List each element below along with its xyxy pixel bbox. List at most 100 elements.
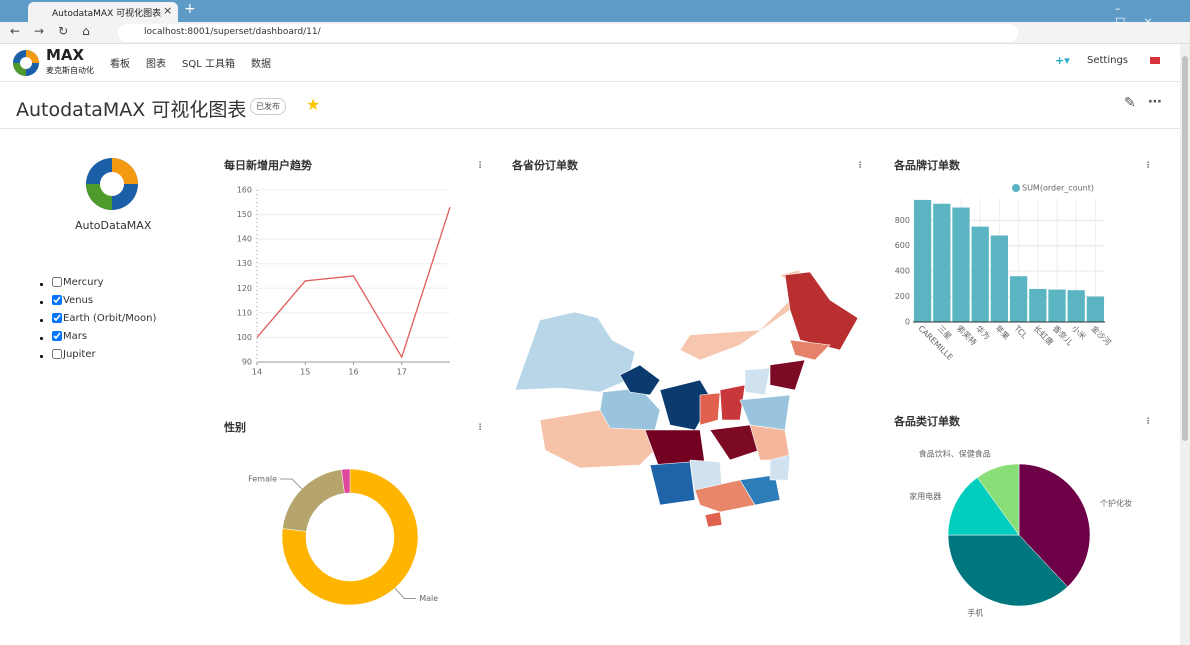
checklist-item: Mercury <box>52 273 156 291</box>
slice <box>341 468 351 494</box>
y-tick-label: 140 <box>237 235 252 244</box>
slice <box>1018 463 1091 588</box>
checklist-item: Venus <box>52 291 156 309</box>
y-tick-label: 110 <box>237 308 252 317</box>
menu-item[interactable]: SQL 工具箱 <box>182 59 235 70</box>
slice-label: 食品饮料、保健食品 <box>919 449 991 459</box>
slice-label: 个护化妆 <box>1100 498 1132 508</box>
dashboard-title: AutodataMAX 可视化图表 <box>16 99 247 121</box>
x-tick-label: 香奈儿 <box>1051 323 1075 347</box>
chart-menu[interactable]: ⋮ <box>1144 417 1152 426</box>
y-tick-label: 600 <box>895 241 910 250</box>
logo-mark: MAX <box>46 46 85 64</box>
map-shapes <box>514 269 859 528</box>
slice <box>976 463 1020 536</box>
slice-label: Female <box>248 475 277 484</box>
checklist-label: Mercury <box>63 276 104 288</box>
chart-menu[interactable]: ⋮ <box>476 161 484 170</box>
x-tick-label: 长虹唐 <box>1032 323 1056 347</box>
x-tick-label: 17 <box>397 368 407 377</box>
chart-title: 性别 <box>224 420 246 434</box>
chart-title: 每日新增用户趋势 <box>224 158 312 172</box>
tab[interactable]: AutodataMAX 可视化图表 × <box>28 2 178 22</box>
checkbox[interactable] <box>52 349 62 359</box>
bar <box>952 207 970 322</box>
url: localhost:8001/superset/dashboard/11/ <box>144 27 321 37</box>
address-bar[interactable]: localhost:8001/superset/dashboard/11/ <box>118 24 1018 42</box>
widget-logo-label: AutoDataMAX <box>75 219 152 232</box>
slice <box>947 534 1068 607</box>
checklist-label: Mars <box>63 330 88 342</box>
y-tick-label: 200 <box>895 292 910 301</box>
line <box>256 207 451 359</box>
checkbox[interactable] <box>52 331 62 341</box>
y-tick-label: 120 <box>237 284 252 293</box>
chart-title: 各品牌订单数 <box>893 158 961 172</box>
nav-bar: MAX 麦克斯自动化 看板 图表 SQL 工具箱 数据 +▾ Settings <box>0 44 1180 82</box>
chart-menu[interactable]: ⋮ <box>476 423 484 432</box>
x-tick-label: 16 <box>348 368 358 377</box>
legend-marker <box>1012 184 1020 192</box>
address-row: ←→↻⌂ localhost:8001/superset/dashboard/1… <box>0 22 1190 44</box>
x-tick-label: 索芙特 <box>955 323 979 347</box>
y-tick-label: 160 <box>237 186 252 195</box>
checklist-label: Venus <box>63 294 94 306</box>
x-tick-label: TCL <box>1012 323 1030 341</box>
nav-logo-icon <box>13 50 39 76</box>
settings[interactable]: Settings <box>1087 55 1129 66</box>
menu-item[interactable]: 数据 <box>250 59 271 70</box>
y-tick-label: 90 <box>242 358 252 367</box>
x-tick-label: 15 <box>300 368 310 377</box>
chart-title: 各品类订单数 <box>893 414 961 428</box>
chart-title: 各省份订单数 <box>511 158 579 172</box>
menu-item[interactable]: 看板 <box>110 59 130 70</box>
checkbox[interactable] <box>52 313 62 323</box>
favorite-star[interactable]: ★ <box>306 95 321 114</box>
status-badge: 已发布 <box>250 98 286 115</box>
chart-menu[interactable]: ⋮ <box>1144 161 1152 170</box>
slice <box>281 468 419 606</box>
slice-label: 家用电器 <box>909 491 941 501</box>
chart-menu[interactable]: ⋮ <box>856 161 864 170</box>
checkbox[interactable] <box>52 277 62 287</box>
slice-label: Male <box>419 594 438 603</box>
widget-logo <box>86 158 138 210</box>
y-tick-label: 100 <box>237 333 252 342</box>
legend-label: SUM(order_count) <box>1022 184 1094 193</box>
x-tick-label: 金沙河 <box>1089 323 1113 347</box>
menu-item[interactable]: 图表 <box>146 59 166 70</box>
y-tick-label: 400 <box>895 267 910 276</box>
menu: 看板 图表 SQL 工具箱 数据 <box>110 55 271 70</box>
leader-line <box>394 587 417 600</box>
bar <box>971 226 989 322</box>
x-tick-label: 14 <box>252 368 262 377</box>
y-tick-label: 800 <box>895 216 910 225</box>
tab-title: AutodataMAX 可视化图表 <box>52 9 162 19</box>
bar <box>913 199 932 322</box>
bar <box>990 235 1009 322</box>
checklist-item: Earth (Orbit/Moon) <box>52 309 156 327</box>
bar <box>933 203 951 322</box>
checklist-item: Mars <box>52 327 156 345</box>
leader-line <box>280 478 303 490</box>
y-tick-label: 0 <box>905 318 910 327</box>
checklist-label: Jupiter <box>63 348 96 360</box>
x-tick-label: 苹果 <box>993 323 1011 341</box>
bar <box>1086 296 1105 322</box>
checklist-item: Jupiter <box>52 345 156 363</box>
y-tick-label: 150 <box>237 210 252 219</box>
checklist-label: Earth (Orbit/Moon) <box>63 312 157 324</box>
logo-text: 麦克斯自动化 <box>46 66 94 75</box>
y-tick-label: 130 <box>237 259 252 268</box>
checkbox[interactable] <box>52 295 62 305</box>
bar <box>1029 288 1047 322</box>
more-icon[interactable]: ⋯ <box>1148 94 1162 110</box>
slice <box>947 477 1020 536</box>
bar <box>1067 290 1085 322</box>
checklist: Mercury Venus Earth (Orbit/Moon) Mars Jupite… <box>38 273 156 363</box>
slice-label: 手机 <box>967 608 983 618</box>
tab-bar: AutodataMAX 可视化图表 × + –□× <box>0 0 1190 28</box>
edit-icon[interactable]: ✎ <box>1124 95 1136 111</box>
